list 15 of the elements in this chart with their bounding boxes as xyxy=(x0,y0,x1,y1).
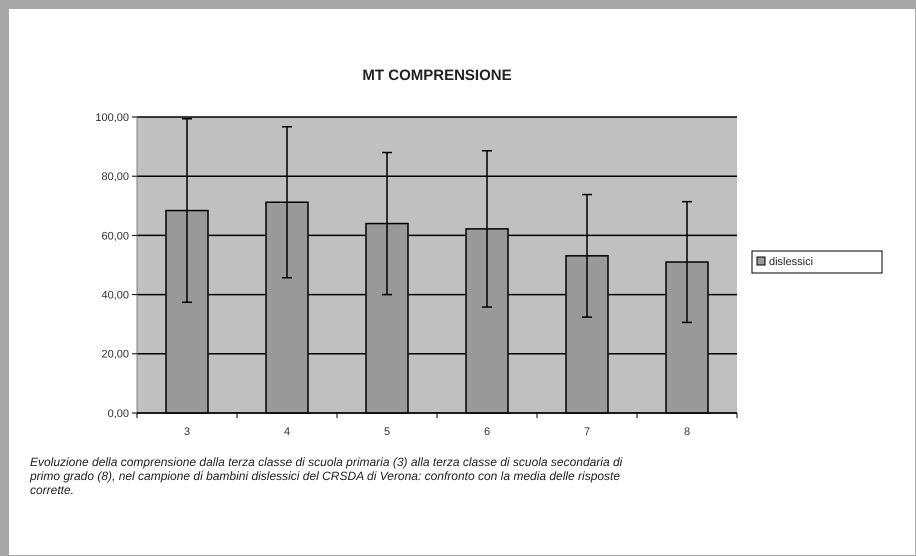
y-tick-label: 0,00 xyxy=(108,408,129,420)
x-tick-label: 6 xyxy=(484,426,490,438)
y-tick-label: 60,00 xyxy=(101,230,129,242)
text: Evoluzione della comprensione dalla terza classe di scuola primaria (3) alla terza classe di scuola secondaria di primo grado (8), nel campione di bambini dislessici del CRSDA di Verona: confronto con la media delle risposte corrette. xyxy=(29,455,623,497)
y-tick-label: 100,00 xyxy=(95,112,129,124)
y-tick-label: 20,00 xyxy=(101,348,129,361)
x-tick-label: 7 xyxy=(584,426,590,438)
chart-title: MT COMPRENSIONE xyxy=(362,67,512,84)
x-tick-label: 3 xyxy=(184,426,190,438)
x-tick-label: 5 xyxy=(384,426,390,438)
x-tick-label: 8 xyxy=(684,426,690,438)
x-tick-label: 4 xyxy=(284,426,290,438)
legend-label: dislessici xyxy=(769,256,814,268)
y-tick-label: 40,00 xyxy=(101,289,129,302)
y-tick-label: 80,00 xyxy=(101,171,129,184)
